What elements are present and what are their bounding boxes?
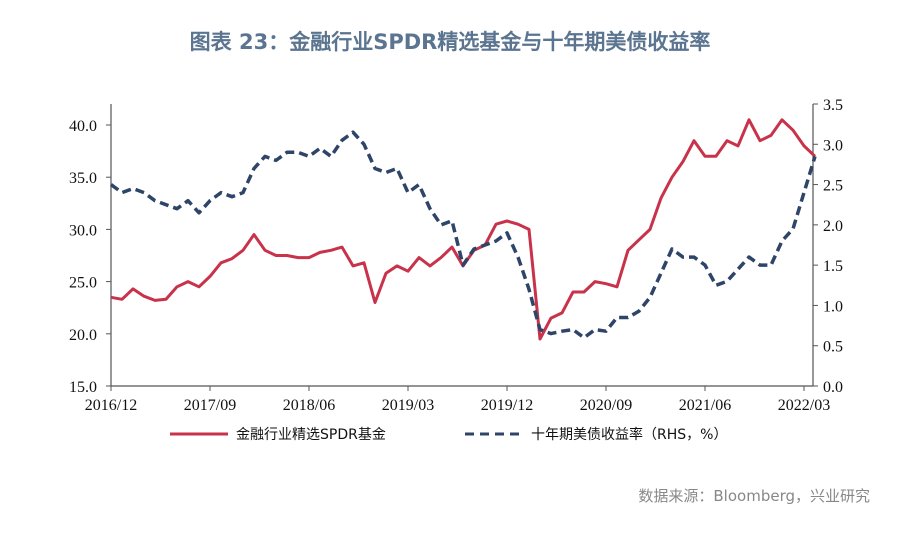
x-tick-label: 2019/03 [382, 397, 434, 414]
right-tick-label: 3.5 [823, 97, 843, 114]
x-tick-label: 2016/12 [85, 397, 137, 414]
x-tick-label: 2022/03 [778, 397, 830, 414]
x-tick-label: 2021/06 [679, 397, 731, 414]
right-tick-label: 0.5 [823, 339, 843, 356]
x-tick-label: 2020/09 [580, 397, 632, 414]
left-tick-label: 40.0 [69, 118, 97, 135]
right-tick-label: 2.0 [823, 218, 843, 235]
left-tick-label: 25.0 [69, 275, 97, 292]
x-tick-label: 2019/12 [481, 397, 533, 414]
x-tick-label: 2018/06 [283, 397, 335, 414]
chart-title: 图表 23：金融行业SPDR精选基金与十年期美债收益率 [189, 30, 711, 54]
left-tick-label: 30.0 [69, 222, 97, 239]
right-tick-label: 1.0 [823, 298, 843, 315]
series-line-ust10y [109, 130, 817, 340]
right-tick-label: 1.5 [823, 258, 843, 275]
left-tick-label: 35.0 [69, 170, 97, 187]
source-note: 数据来源：Bloomberg，兴业研究 [638, 487, 870, 505]
series-line-xlf [110, 118, 817, 341]
x-tick-label: 2017/09 [184, 397, 236, 414]
left-tick-label: 20.0 [69, 327, 97, 344]
right-tick-label: 0.0 [823, 379, 843, 396]
legend-label: 金融行业精选SPDR基金 [236, 426, 386, 443]
right-tick-label: 2.5 [823, 178, 843, 195]
legend-label: 十年期美债收益率（RHS，%） [531, 426, 727, 443]
left-tick-label: 15.0 [69, 379, 97, 396]
right-tick-label: 3.0 [823, 137, 843, 154]
